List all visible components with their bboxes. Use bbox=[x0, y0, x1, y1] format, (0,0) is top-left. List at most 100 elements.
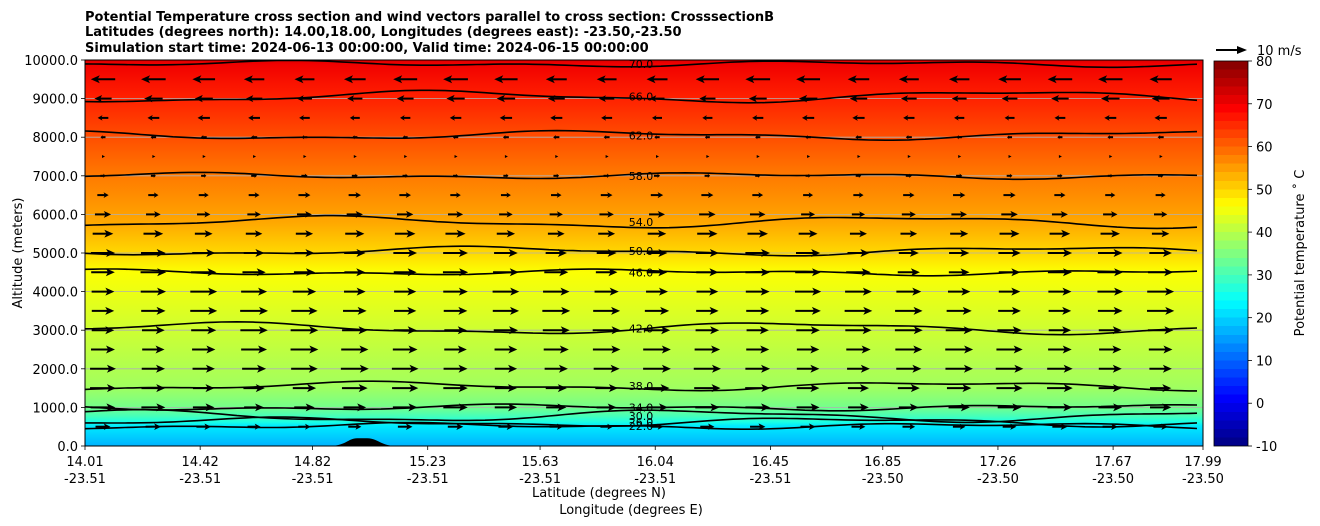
x-tick-label-longitude: -23.51 bbox=[64, 472, 106, 487]
wind-vector bbox=[294, 75, 315, 84]
wind-vector bbox=[946, 306, 972, 315]
wind-vector bbox=[745, 249, 771, 257]
wind-vector bbox=[699, 210, 716, 218]
wind-vector bbox=[603, 173, 610, 179]
x-tick-label-latitude: 14.01 bbox=[66, 455, 103, 470]
wind-vector bbox=[248, 192, 260, 198]
wind-vector bbox=[693, 364, 721, 373]
wind-vector bbox=[192, 345, 216, 354]
wind-vector bbox=[695, 403, 720, 412]
wind-vector bbox=[995, 364, 1024, 373]
wind-vector bbox=[598, 95, 615, 102]
wind-vector bbox=[393, 268, 417, 277]
wind-vector bbox=[391, 364, 419, 373]
wind-vector bbox=[594, 287, 619, 296]
wind-vector bbox=[192, 364, 215, 373]
wind-vector bbox=[746, 345, 770, 354]
wind-vector bbox=[1149, 384, 1172, 393]
wind-vector bbox=[1048, 306, 1072, 315]
wind-vector bbox=[701, 192, 714, 199]
x-tick-label-latitude: 15.63 bbox=[521, 455, 558, 470]
wind-vector bbox=[897, 268, 920, 277]
wind-vector bbox=[650, 192, 664, 199]
wind-vector bbox=[1107, 173, 1113, 178]
wind-vector bbox=[443, 249, 468, 257]
x-tick-label-longitude: -23.51 bbox=[749, 472, 791, 487]
wind-vector bbox=[945, 364, 973, 373]
wind-vector bbox=[202, 155, 206, 158]
wind-vector bbox=[852, 114, 865, 121]
wind-vector bbox=[242, 268, 266, 277]
wind-vector bbox=[1097, 249, 1123, 257]
wind-vector bbox=[443, 384, 468, 393]
reference-vector-key: 10 m/s bbox=[1216, 44, 1302, 59]
wind-vector bbox=[844, 306, 873, 315]
wind-vector bbox=[999, 229, 1020, 238]
wind-vector bbox=[894, 326, 923, 335]
wind-vector bbox=[1054, 192, 1066, 198]
wind-vector bbox=[396, 210, 414, 218]
wind-vector bbox=[545, 249, 567, 257]
y-tick-label: 5000.0 bbox=[33, 247, 79, 262]
wind-vector bbox=[949, 249, 970, 257]
wind-vector bbox=[196, 423, 212, 430]
wind-vector bbox=[291, 364, 318, 373]
wind-vector bbox=[796, 384, 820, 393]
wind-vector bbox=[998, 306, 1021, 315]
wind-vector bbox=[297, 211, 312, 218]
wind-vector bbox=[750, 423, 766, 431]
wind-vector bbox=[251, 173, 258, 179]
x-axis-label-latitude: Latitude (degrees N) bbox=[532, 486, 666, 501]
reference-vector-head bbox=[1237, 46, 1247, 54]
wind-vector bbox=[191, 326, 217, 335]
contour-line-42.0 bbox=[85, 320, 1198, 336]
wind-vector bbox=[294, 403, 315, 412]
y-tick-label: 9000.0 bbox=[33, 93, 79, 108]
wind-vector bbox=[296, 95, 312, 102]
colorbar-tick-label: 40 bbox=[1256, 226, 1273, 241]
wind-vector bbox=[90, 364, 116, 373]
wind-vector bbox=[1149, 364, 1172, 373]
wind-vector bbox=[1159, 155, 1163, 158]
wind-vector bbox=[141, 403, 166, 412]
wind-vector bbox=[140, 287, 167, 296]
wind-vector bbox=[144, 94, 163, 103]
y-tick-label: 6000.0 bbox=[33, 208, 79, 223]
y-tick-label: 1000.0 bbox=[33, 401, 79, 416]
wind-vector bbox=[1153, 423, 1168, 430]
wind-vector bbox=[1151, 94, 1170, 103]
wind-vector bbox=[393, 249, 418, 257]
wind-vector bbox=[952, 423, 966, 430]
x-tick-label-latitude: 17.67 bbox=[1095, 455, 1132, 470]
colorbar: -10 0 10 20 30 40 50 60 70 80 Potential temperatu… bbox=[1213, 55, 1308, 455]
wind-vector bbox=[903, 115, 915, 121]
wind-vector bbox=[593, 306, 621, 315]
wind-vector bbox=[849, 230, 867, 238]
colorbar-ticks: -10 0 10 20 30 40 50 60 70 80 bbox=[1248, 55, 1277, 455]
wind-vector bbox=[343, 75, 366, 84]
wind-vector bbox=[798, 229, 818, 238]
wind-vector bbox=[502, 134, 509, 140]
wind-vector bbox=[849, 95, 868, 103]
wind-vector bbox=[494, 403, 518, 412]
wind-vector bbox=[551, 192, 562, 198]
wind-vector bbox=[1153, 211, 1168, 218]
wind-vector bbox=[647, 229, 667, 238]
colorbar-tick-label: 10 bbox=[1256, 354, 1273, 369]
wind-vector bbox=[340, 364, 369, 373]
wind-vector bbox=[545, 384, 567, 393]
x-tick-label-longitude: -23.50 bbox=[1092, 472, 1134, 487]
wind-vector bbox=[397, 423, 413, 430]
wind-vector bbox=[90, 249, 116, 257]
wind-vector bbox=[344, 249, 366, 257]
y-tick-label: 8000.0 bbox=[33, 131, 79, 146]
wind-vector bbox=[807, 155, 811, 158]
wind-vector bbox=[998, 268, 1021, 277]
wind-vector bbox=[243, 249, 265, 257]
wind-vector bbox=[596, 249, 617, 257]
wind-vector bbox=[1151, 230, 1170, 238]
wind-vector bbox=[851, 211, 866, 218]
wind-vector bbox=[898, 75, 919, 84]
wind-vector bbox=[747, 229, 768, 238]
wind-vector bbox=[596, 403, 617, 412]
